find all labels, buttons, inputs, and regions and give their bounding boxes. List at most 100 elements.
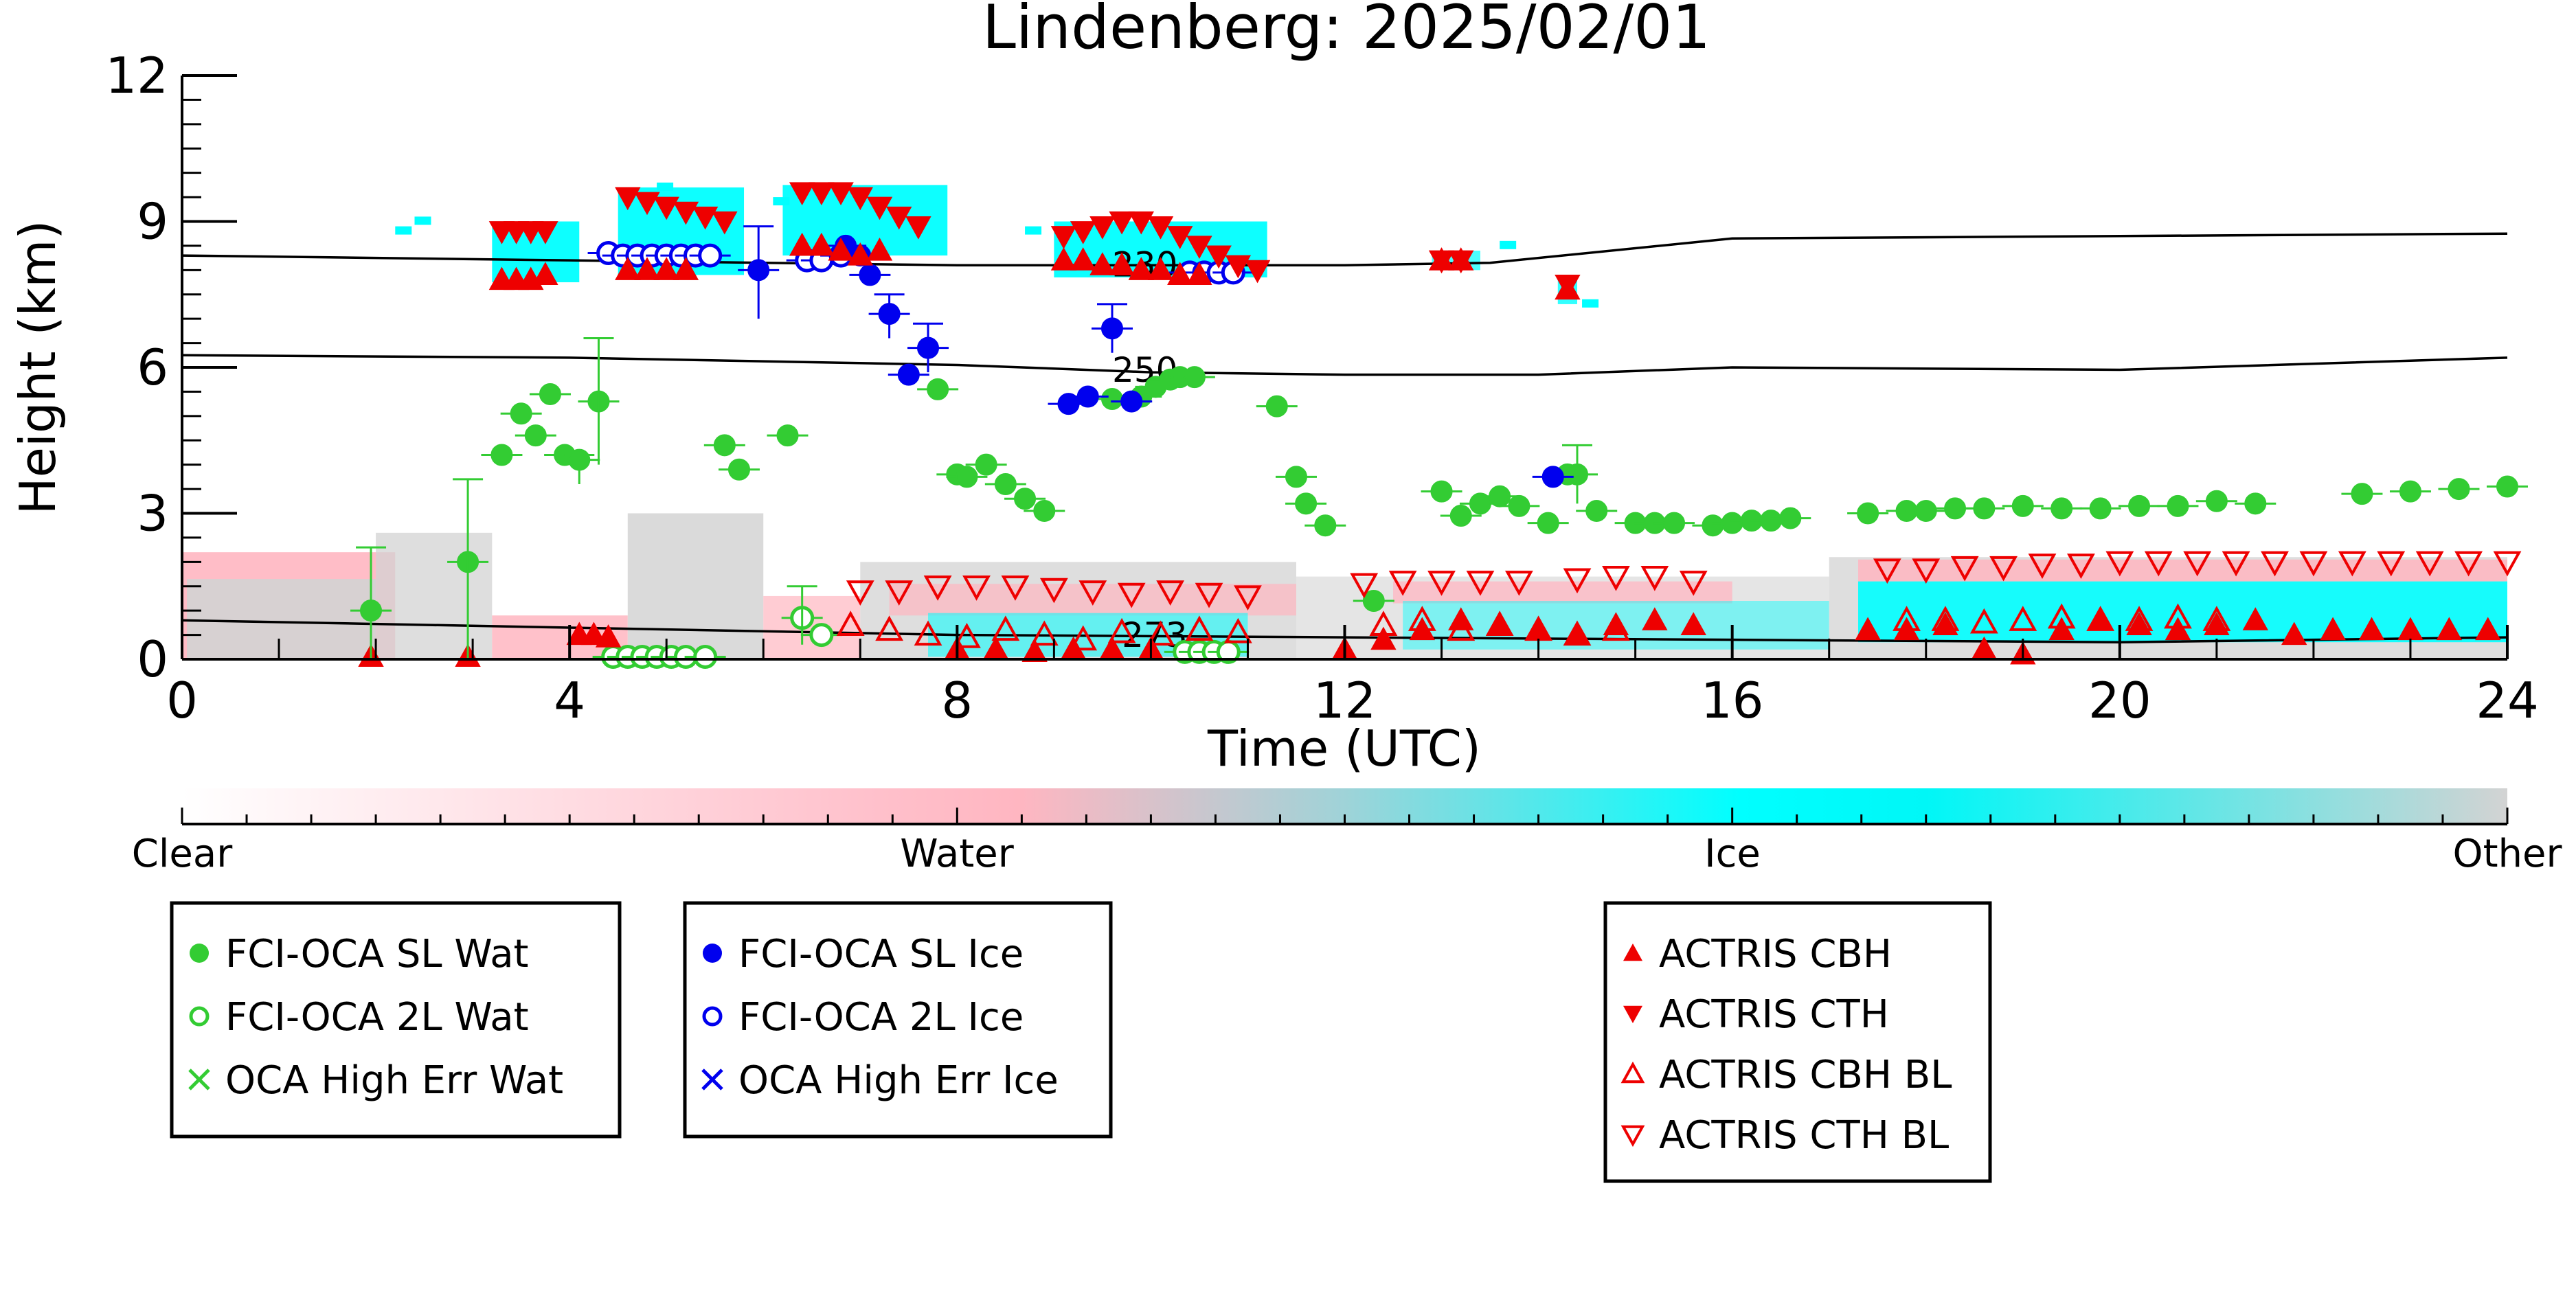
filled-triangle-down-marker: [653, 196, 679, 220]
open-triangle-down-marker: [1950, 556, 1979, 582]
filled-triangle-down-marker: [1050, 226, 1077, 249]
open-triangle-down-marker: [2377, 551, 2406, 577]
filled-circle-marker: [1057, 393, 1080, 415]
filled-circle-marker: [490, 444, 513, 466]
legend-filled-circle-icon: [190, 944, 209, 963]
classification-speckle: [773, 197, 790, 206]
filled-circle-marker: [2399, 480, 2421, 503]
open-triangle-up-marker: [991, 615, 1020, 641]
open-triangle-down-marker: [1466, 571, 1495, 596]
filled-triangle-down-marker: [1089, 216, 1116, 240]
filled-triangle-up-marker: [1128, 257, 1155, 280]
open-triangle-up-marker: [875, 615, 904, 641]
legend-entry-label: ACTRIS CBH BL: [1659, 1053, 1952, 1097]
y-axis-label: Height (km): [9, 220, 67, 515]
classification-region: [627, 513, 764, 659]
filled-circle-marker: [776, 424, 799, 447]
open-triangle-down-marker: [1388, 571, 1417, 596]
filled-triangle-up-marker: [789, 232, 815, 256]
open-triangle-down-marker: [1602, 565, 1630, 591]
filled-triangle-up-marker: [866, 237, 893, 261]
filled-triangle-up-marker: [1893, 617, 1920, 641]
classification-speckle: [657, 182, 674, 191]
legend-entry-label: ACTRIS CBH: [1659, 932, 1892, 976]
filled-circle-marker: [2167, 494, 2189, 517]
colorbar-label-other: Other: [2452, 832, 2562, 876]
filled-triangle-up-marker: [1855, 617, 1881, 641]
filled-triangle-up-marker: [1642, 607, 1668, 630]
filled-circle-marker: [897, 363, 920, 386]
classification-region: [376, 532, 493, 659]
x-tick-label: 0: [166, 672, 198, 729]
classification-region: [889, 584, 1296, 616]
isotherm-line: [181, 354, 2508, 376]
filled-triangle-up-marker: [2320, 617, 2346, 641]
open-triangle-up-marker: [1107, 617, 1136, 643]
legend-triangle-up-icon: [1623, 944, 1642, 961]
legend-entry-label: FCI-OCA SL Ice: [738, 932, 1024, 976]
filled-circle-marker: [2050, 497, 2073, 520]
filled-triangle-up-marker: [2436, 617, 2463, 641]
legend-box-2: FCI-OCA SL Ice FCI-OCA 2L Ice OCA High Err…: [683, 901, 1113, 1139]
filled-triangle-up-marker: [828, 237, 854, 261]
classification-speckle: [414, 216, 431, 225]
filled-triangle-up-marker: [1448, 607, 1474, 630]
filled-circle-marker: [1362, 590, 1385, 612]
classification-region: [763, 595, 861, 659]
open-triangle-down-marker: [1156, 580, 1185, 606]
classification-speckle: [395, 226, 412, 235]
chart-title: Lindenberg: 2025/02/01: [982, 0, 1710, 62]
filled-triangle-up-marker: [1932, 612, 1958, 636]
open-triangle-down-marker: [2028, 553, 2057, 579]
legend-frame: [683, 901, 1113, 1139]
colorbar-ticks: [181, 808, 2509, 824]
filled-triangle-down-marker: [1147, 216, 1174, 240]
filled-circle-marker: [539, 382, 561, 405]
axis-ticks: 0 3 6 9 12 0 4 8 12 16 20 24: [105, 47, 2538, 729]
filled-circle-marker: [1469, 492, 1491, 515]
filled-circle-marker: [2448, 478, 2470, 501]
filled-circle-marker: [1944, 497, 1967, 520]
filled-circle-marker: [859, 264, 881, 286]
classification-region: [187, 579, 376, 659]
filled-circle-marker: [1663, 512, 1686, 534]
filled-triangle-up-marker: [1603, 612, 1629, 636]
filled-circle-marker: [1760, 510, 1783, 532]
filled-triangle-up-marker: [2242, 607, 2268, 630]
legend-entry-label: FCI-OCA SL Wat: [225, 932, 529, 976]
open-circle-marker: [693, 644, 718, 669]
filled-circle-marker: [713, 434, 736, 457]
colorbar-label-clear: Clear: [132, 832, 233, 876]
open-triangle-up-marker: [953, 623, 981, 648]
filled-circle-marker: [975, 453, 997, 476]
filled-circle-marker: [1314, 514, 1337, 537]
filled-circle-marker: [2205, 490, 2228, 512]
filled-circle-marker: [1076, 385, 1099, 408]
legend-open-circle-icon: [702, 1006, 723, 1027]
open-triangle-up-marker: [1030, 620, 1059, 646]
filled-triangle-down-marker: [1244, 260, 1271, 284]
filled-triangle-up-marker: [1109, 252, 1135, 275]
filled-circle-marker: [1489, 485, 1511, 507]
filled-triangle-up-marker: [2358, 617, 2385, 641]
filled-triangle-up-marker: [1487, 612, 1513, 636]
filled-circle-marker: [1265, 395, 1288, 418]
open-triangle-down-marker: [1078, 580, 1107, 606]
filled-circle-marker: [1285, 466, 1307, 488]
filled-triangle-down-marker: [1128, 211, 1155, 235]
open-triangle-down-marker: [1039, 578, 1068, 604]
filled-circle-marker: [1101, 388, 1123, 411]
legend-open-triangle-down-icon: [1620, 1125, 1645, 1147]
open-triangle-down-marker: [846, 580, 874, 606]
classification-region: [1393, 581, 1732, 604]
legend-triangle-down-icon: [1623, 1005, 1642, 1023]
open-triangle-down-marker: [2493, 551, 2522, 577]
filled-triangle-up-marker: [1555, 276, 1581, 300]
filled-circle-marker: [1857, 502, 1879, 525]
open-triangle-up-marker: [836, 610, 865, 637]
filled-triangle-up-marker: [580, 621, 607, 646]
legend-open-circle-icon: [189, 1006, 210, 1027]
colorbar-label-ice: Ice: [1704, 832, 1761, 876]
open-triangle-up-marker: [1185, 615, 1214, 641]
x-tick-label: 4: [554, 672, 585, 729]
